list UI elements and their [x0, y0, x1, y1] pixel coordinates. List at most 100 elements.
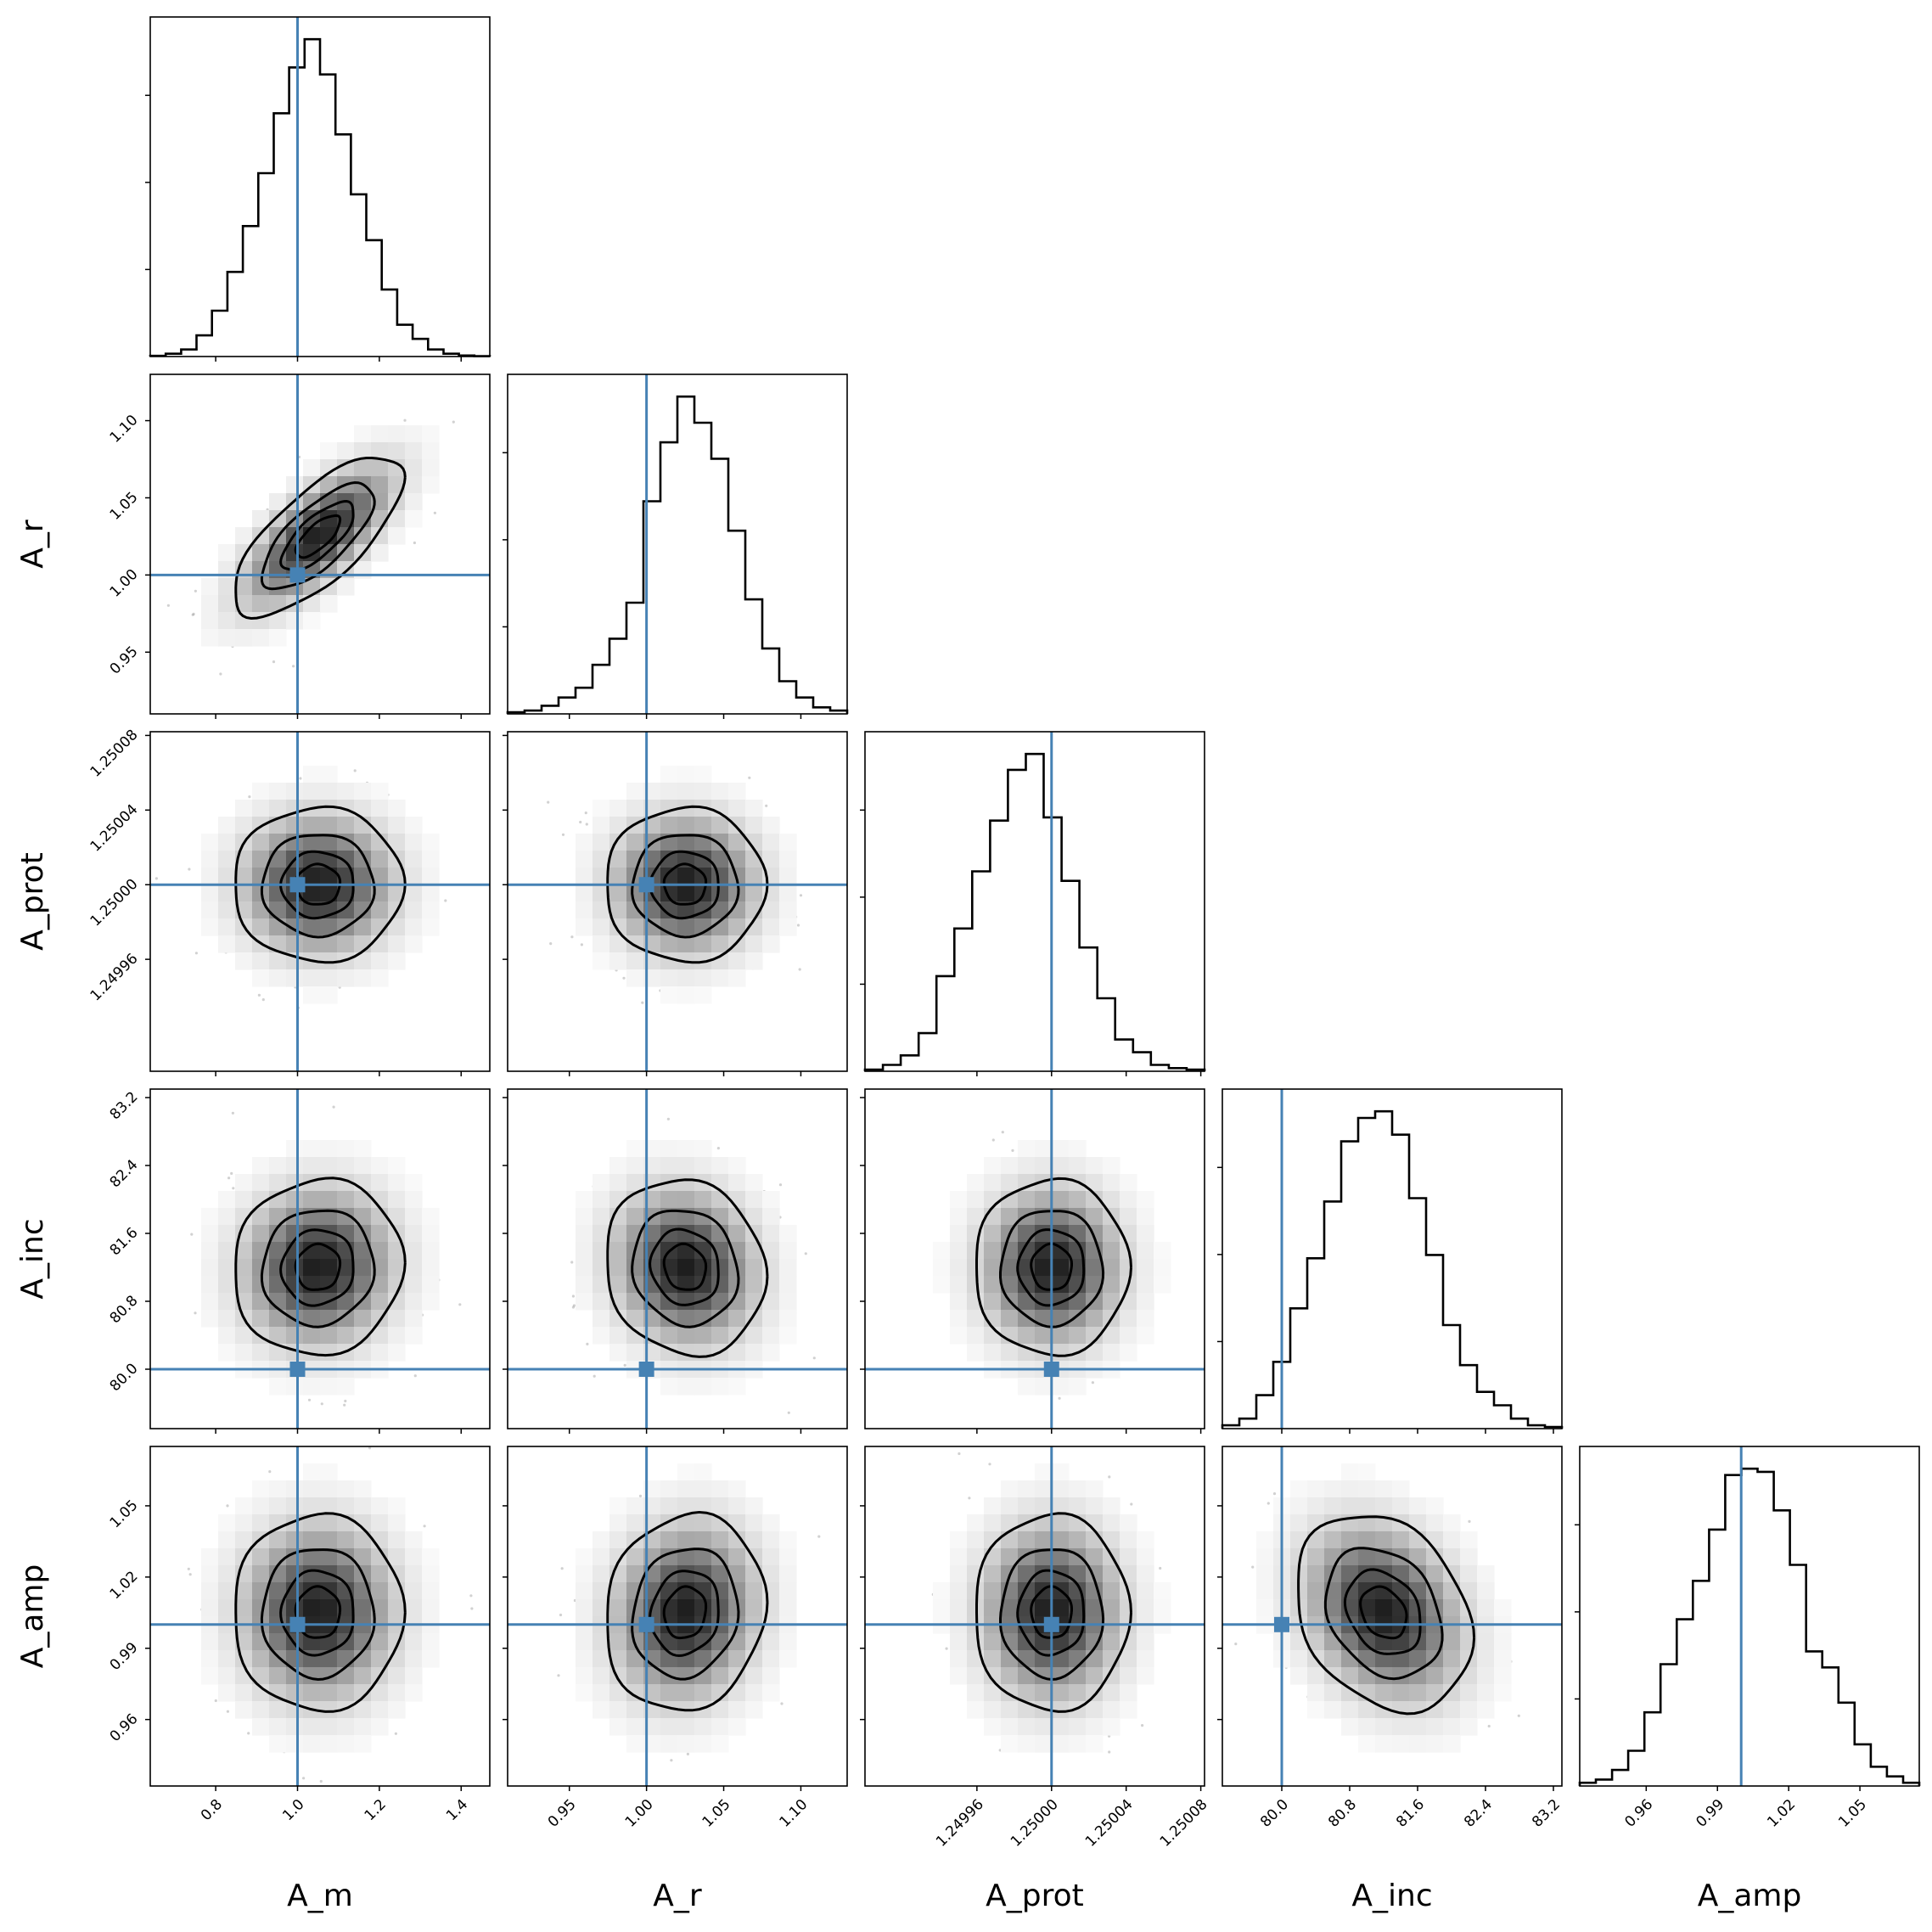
- joint-a-m-a-amp-cell: [201, 1667, 219, 1685]
- joint-a-m-a-r-cell: [235, 578, 253, 596]
- joint-a-prot-a-inc-cell: [1154, 1259, 1171, 1277]
- joint-a-m-a-prot-cell: [269, 800, 287, 817]
- joint-a-m-a-r-truth-marker: [289, 567, 306, 583]
- joint-a-r-a-prot-cell: [728, 918, 746, 936]
- joint-a-r-a-amp-cell: [762, 1531, 780, 1549]
- joint-a-prot-a-inc-contour: [999, 1210, 1105, 1328]
- joint-a-r-a-amp-cell: [593, 1633, 610, 1651]
- joint-a-m-a-prot-cell: [354, 918, 372, 936]
- joint-a-m-a-prot-cell: [320, 800, 338, 817]
- joint-a-r-a-inc-cell: [626, 1140, 644, 1158]
- joint-a-prot-a-inc-cell: [1120, 1344, 1137, 1362]
- joint-a-prot-a-amp-cell: [1001, 1599, 1019, 1617]
- joint-a-prot-a-inc-cell: [1018, 1276, 1036, 1294]
- joint-a-r-a-prot-cell: [694, 817, 712, 834]
- joint-a-r-a-prot-cell: [677, 901, 695, 919]
- joint-a-r-a-prot-cell: [745, 952, 763, 970]
- joint-a-r-a-inc-cell: [694, 1157, 712, 1175]
- joint-a-prot-a-amp-cell: [1001, 1718, 1019, 1736]
- joint-a-r-a-prot-cell: [728, 834, 746, 851]
- joint-a-r-a-amp-point: [817, 1535, 821, 1538]
- joint-a-m-a-inc-cell: [371, 1327, 389, 1345]
- joint-a-m-a-prot-cell: [201, 901, 219, 919]
- joint-a-prot-a-inc-cell: [950, 1293, 968, 1311]
- joint-a-m-a-amp-contour: [294, 1585, 342, 1639]
- joint-a-inc-a-amp-cell: [1392, 1497, 1410, 1515]
- joint-a-m-a-amp-cell: [388, 1548, 406, 1566]
- joint-a-m-a-amp-cell: [252, 1650, 270, 1668]
- joint-a-m-a-inc-cell: [201, 1293, 219, 1311]
- joint-a-m-a-inc-cell: [405, 1191, 423, 1209]
- xtick-label-a-inc: 82.4: [1461, 1796, 1496, 1831]
- ytick-label-a-prot: 1.24996: [87, 951, 142, 1005]
- joint-a-m-a-prot-cell: [218, 817, 236, 834]
- joint-a-prot-a-inc-point: [991, 1138, 995, 1142]
- joint-a-m-a-r-cell: [320, 476, 338, 494]
- joint-a-m-a-r-point: [403, 418, 407, 422]
- joint-a-m-a-amp-cell: [201, 1633, 219, 1651]
- joint-a-m-a-inc-cell: [320, 1191, 338, 1209]
- joint-a-prot-a-inc-cell: [1035, 1378, 1053, 1396]
- joint-a-m-a-prot-cell: [218, 851, 236, 868]
- joint-a-prot-a-inc-cell: [1120, 1327, 1137, 1345]
- joint-a-m-a-amp-cell: [303, 1463, 321, 1481]
- joint-a-m-a-r-cell: [405, 459, 423, 477]
- joint-a-m-a-prot-cell: [286, 817, 304, 834]
- joint-a-m-a-inc-cell: [405, 1259, 423, 1277]
- xtick-label-a-inc: 80.8: [1325, 1796, 1360, 1831]
- joint-a-r-a-inc-cell: [677, 1310, 695, 1328]
- panel-frame-0-0: [149, 16, 491, 357]
- joint-a-r-a-inc-cell: [593, 1208, 610, 1226]
- joint-a-m-a-inc-cell: [252, 1293, 270, 1311]
- joint-a-m-a-inc-contour: [279, 1228, 355, 1307]
- joint-a-m-a-prot-cell: [354, 800, 372, 817]
- joint-a-inc-a-amp-contour: [1359, 1585, 1408, 1640]
- joint-a-m-a-inc-cell: [252, 1174, 270, 1192]
- xtick-label-a-r: 1.05: [699, 1796, 734, 1831]
- joint-a-prot-a-amp-cell: [1052, 1599, 1070, 1617]
- xlabel-a-inc: A_inc: [1351, 1879, 1432, 1913]
- joint-a-r-a-amp-point: [560, 1567, 564, 1570]
- joint-a-r-a-inc-cell: [593, 1327, 610, 1345]
- joint-a-prot-a-amp-cell: [1052, 1684, 1070, 1702]
- joint-a-m-a-inc-cell: [269, 1242, 287, 1260]
- joint-a-r-a-inc-cell: [779, 1225, 797, 1243]
- joint-a-m-a-amp-cell: [354, 1735, 372, 1753]
- joint-a-prot-a-amp-contour: [975, 1512, 1132, 1713]
- joint-a-m-a-inc-cell: [337, 1191, 355, 1209]
- joint-a-m-a-amp-cell: [235, 1684, 253, 1702]
- joint-a-m-a-inc-cell: [303, 1310, 321, 1328]
- joint-a-prot-a-amp-cell: [1035, 1735, 1053, 1753]
- joint-a-r-a-prot-cell: [609, 868, 627, 885]
- joint-a-r-a-prot-cell: [728, 901, 746, 919]
- joint-a-prot-a-amp-cell: [1120, 1650, 1137, 1668]
- joint-a-r-a-inc-cell: [593, 1276, 610, 1294]
- joint-a-m-a-prot-point: [444, 899, 447, 902]
- joint-a-r-a-amp-cell: [694, 1548, 712, 1566]
- joint-a-m-a-amp-cell: [371, 1514, 389, 1532]
- joint-a-r-a-amp-cell: [576, 1633, 593, 1651]
- joint-a-inc-a-amp-contour: [1297, 1515, 1476, 1716]
- joint-a-m-a-prot-cell: [201, 868, 219, 885]
- joint-a-r-a-inc-cell: [694, 1140, 712, 1158]
- joint-a-inc-a-amp-cell: [1256, 1531, 1274, 1549]
- joint-a-m-a-prot-cell: [269, 834, 287, 851]
- joint-a-m-a-prot-cell: [405, 901, 423, 919]
- joint-a-m-a-amp-cell: [405, 1633, 423, 1651]
- joint-a-m-a-inc-cell: [388, 1174, 406, 1192]
- joint-a-m-a-amp-cell: [320, 1599, 338, 1617]
- joint-a-r-a-inc-cell: [609, 1310, 627, 1328]
- joint-a-prot-a-amp-truth-marker: [1043, 1616, 1059, 1632]
- xtick-label-a-amp: 0.96: [1621, 1796, 1656, 1831]
- joint-a-prot-a-inc-cell: [1052, 1259, 1070, 1277]
- joint-a-m-a-r-point: [452, 420, 455, 424]
- joint-a-m-a-prot-cell: [252, 783, 270, 800]
- joint-a-r-a-inc-truth-marker: [638, 1362, 654, 1377]
- joint-a-r-a-prot-cell: [745, 817, 763, 834]
- joint-a-prot-a-inc-cell: [933, 1259, 951, 1277]
- joint-a-m-a-inc-point: [413, 1374, 417, 1378]
- joint-a-m-a-amp-point: [319, 1779, 323, 1783]
- joint-a-r-a-amp-cell: [576, 1650, 593, 1668]
- joint-a-prot-a-inc-cell: [1103, 1242, 1120, 1260]
- joint-a-prot-a-inc-cell: [1052, 1157, 1070, 1175]
